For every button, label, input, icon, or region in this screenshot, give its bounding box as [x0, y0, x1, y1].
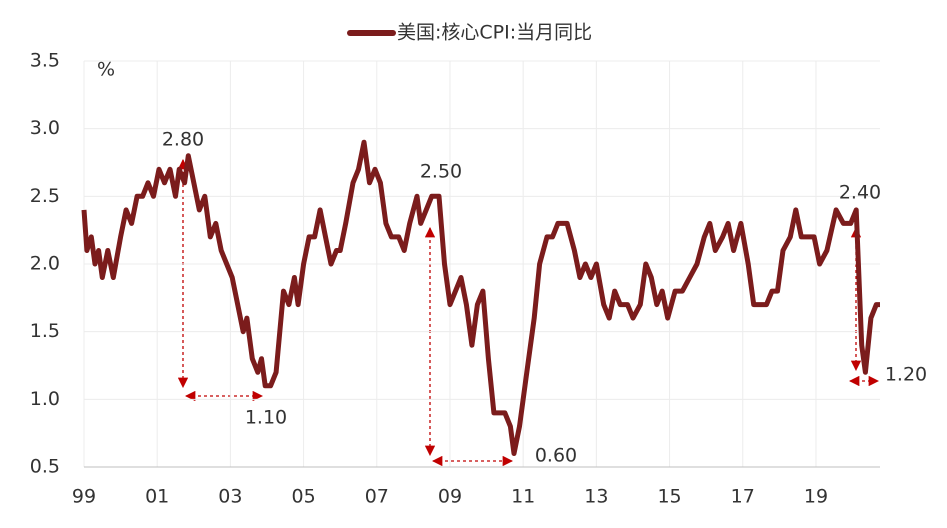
annotation-arrows [177, 158, 880, 467]
x-tick-label: 03 [218, 486, 242, 508]
y-tick-label: 0.5 [30, 456, 60, 478]
x-tick-label: 09 [438, 486, 462, 508]
x-tick-label: 05 [291, 486, 315, 508]
x-tick-label: 17 [731, 486, 755, 508]
x-tick-label: 13 [584, 486, 608, 508]
x-tick-label: 11 [511, 486, 535, 508]
annotation: 2.40 [839, 182, 881, 204]
x-tick-label: 07 [365, 486, 389, 508]
y-tick-label: 2.5 [30, 185, 60, 207]
x-tick-label: 15 [657, 486, 681, 508]
line-series [81, 139, 880, 456]
legend-label: 美国:核心CPI:当月同比 [397, 22, 592, 44]
x-tick-label: 19 [804, 486, 828, 508]
annotation: 1.20 [885, 364, 927, 386]
annotation: 1.10 [245, 407, 287, 429]
annotation: 0.60 [535, 445, 577, 467]
y-unit: % [97, 59, 115, 81]
x-tick-label: 99 [72, 486, 96, 508]
y-tick-label: 1.0 [30, 388, 60, 410]
x-tick-label: 01 [145, 486, 169, 508]
y-tick-label: 2.0 [30, 253, 60, 275]
y-tick-label: 3.5 [30, 50, 60, 72]
y-tick-label: 3.0 [30, 117, 60, 139]
y-tick-label: 1.5 [30, 320, 60, 342]
annotation: 2.50 [420, 161, 462, 183]
annotation: 2.80 [162, 129, 204, 151]
